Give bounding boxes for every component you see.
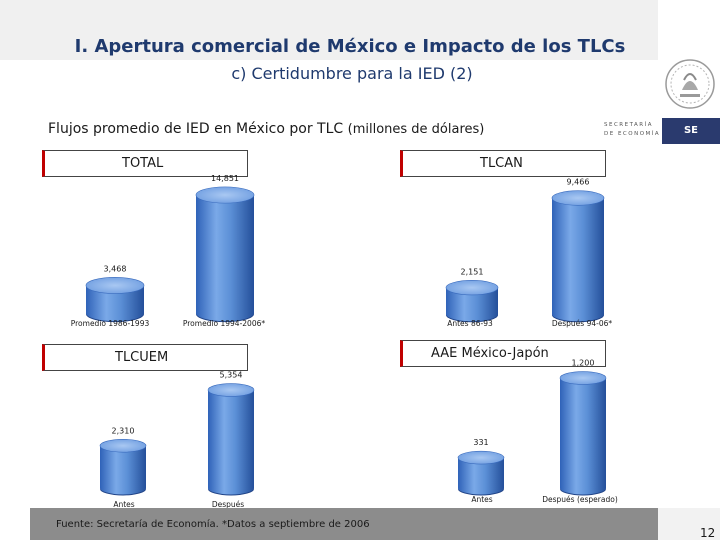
mexico-emblem-icon (665, 59, 715, 109)
data-label: 2,310 (112, 426, 135, 435)
category-label: Después (212, 500, 244, 509)
bar-bottom (196, 304, 254, 322)
bar-top (207, 383, 255, 397)
header-band (0, 0, 658, 60)
category-label: Después 94-06* (552, 319, 613, 328)
bar-bottom (446, 306, 498, 322)
bar-bottom (86, 304, 144, 322)
footer-bar (30, 508, 658, 540)
se-logo: SE (662, 118, 720, 144)
panel-title-total: TOTAL (42, 150, 248, 177)
bar (208, 390, 254, 488)
bar-bottom (100, 481, 146, 495)
bar-bottom (208, 481, 254, 495)
source-note: Fuente: Secretaría de Economía. *Datos a… (56, 519, 370, 530)
category-label: Antes (471, 495, 492, 504)
bar (552, 198, 604, 314)
bar-top (445, 280, 499, 296)
data-label: 5,354 (220, 371, 243, 380)
bar-bottom (552, 306, 604, 322)
category-label: Antes (113, 500, 134, 509)
bar-bottom (560, 481, 606, 495)
bar (196, 195, 254, 313)
panel-title-aae: AAE México-Japón (400, 340, 606, 367)
chart-heading: Flujos promedio de IED en México por TLC… (48, 121, 484, 137)
data-label: 331 (473, 438, 488, 447)
data-label: 14,851 (211, 174, 239, 183)
panel-title-tlcuem: TLCUEM (42, 344, 248, 371)
bar-bottom (458, 481, 504, 495)
bar (100, 445, 146, 488)
panel-title-tlcan: TLCAN (400, 150, 606, 177)
data-label: 1,200 (572, 359, 595, 368)
category-label: Promedio 1986-1993 (71, 319, 150, 328)
category-label: Después (esperado) (542, 495, 618, 504)
bar-top (551, 190, 605, 206)
page-number-strip (658, 508, 720, 540)
page-number: 12 (700, 526, 716, 540)
category-label: Promedio 1994-2006* (183, 319, 266, 328)
se-logo-text: SECRETARÍA DE ECONOMÍA (604, 122, 661, 137)
bar (560, 378, 606, 488)
bar-top (85, 277, 145, 294)
data-label: 9,466 (567, 178, 590, 187)
slide-title: I. Apertura comercial de México e Impact… (74, 36, 626, 57)
bar-top (195, 186, 255, 204)
category-label: Antes 86-93 (447, 319, 493, 328)
bar-top (99, 438, 147, 453)
bar-top (457, 450, 505, 465)
slide-subtitle: c) Certidumbre para la IED (2) (231, 64, 473, 83)
chart-heading-main: Flujos promedio de IED en México por TLC (48, 121, 344, 137)
bar-top (559, 371, 607, 385)
data-label: 3,468 (104, 264, 127, 273)
chart-heading-units: (millones de dólares) (347, 122, 485, 137)
data-label: 2,151 (461, 267, 484, 276)
